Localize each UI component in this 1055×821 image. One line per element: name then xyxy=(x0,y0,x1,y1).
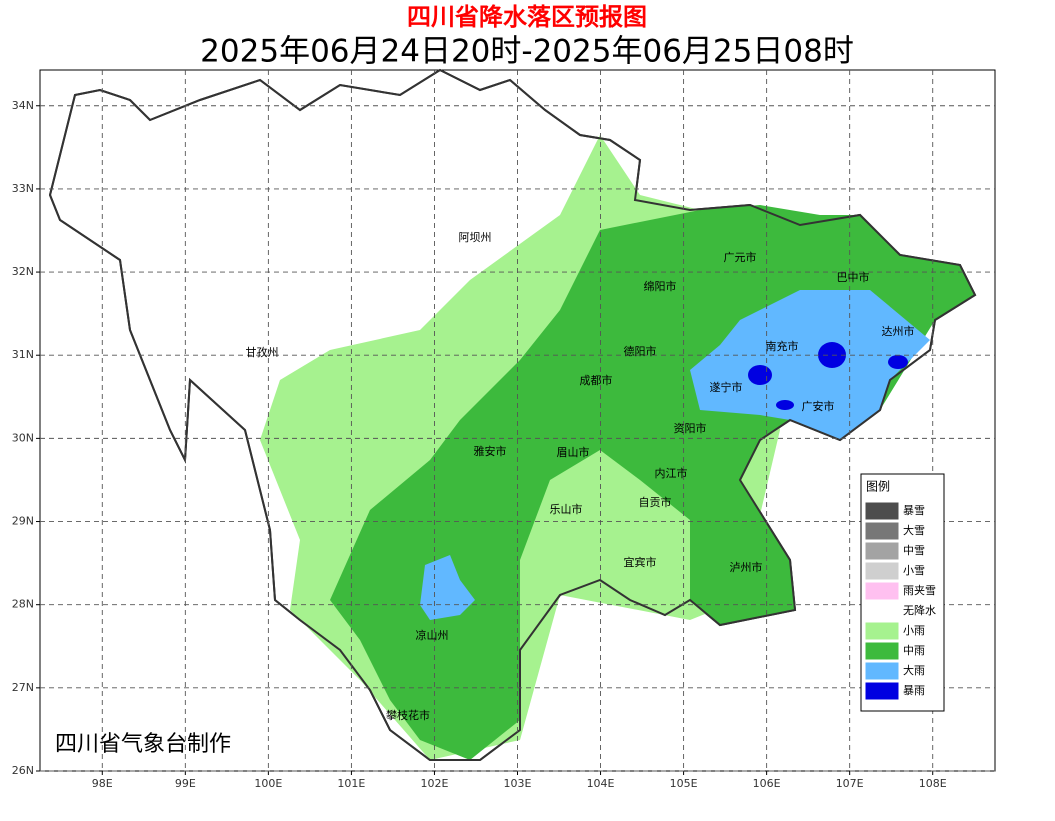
city-label: 南充市 xyxy=(766,339,799,353)
city-label: 泸州市 xyxy=(730,560,763,574)
legend-label: 小雪 xyxy=(903,564,925,577)
x-tick-label: 106E xyxy=(753,777,781,790)
x-tick-label: 98E xyxy=(92,777,113,790)
x-tick-label: 102E xyxy=(420,777,448,790)
city-label: 遂宁市 xyxy=(710,380,743,394)
legend-swatch xyxy=(865,542,899,560)
legend-label: 暴雪 xyxy=(903,504,925,517)
x-tick-label: 105E xyxy=(670,777,698,790)
legend-title: 图例 xyxy=(866,480,890,494)
grid: 98E 99E 100E 101E 102E 103E 104E 105E 106E 107E 10… xyxy=(12,70,995,790)
city-label: 资阳市 xyxy=(674,421,707,435)
heavy-rain-area xyxy=(690,290,930,440)
city-label: 甘孜州 xyxy=(246,345,279,359)
y-tick-label: 32N xyxy=(12,265,34,278)
legend-label: 无降水 xyxy=(903,603,936,617)
city-label: 内江市 xyxy=(655,466,688,480)
x-tick-label: 99E xyxy=(175,777,196,790)
x-tick-label: 104E xyxy=(587,777,615,790)
title: 四川省降水落区预报图 xyxy=(407,3,647,31)
city-label: 自贡市 xyxy=(639,495,672,509)
y-tick-label: 30N xyxy=(12,431,34,444)
legend-swatch xyxy=(865,622,899,640)
legend-label: 大雨 xyxy=(903,663,925,677)
x-tick-label: 100E xyxy=(254,777,282,790)
storm-area xyxy=(888,355,908,369)
city-label: 德阳市 xyxy=(624,344,657,358)
city-label: 乐山市 xyxy=(550,502,583,516)
y-tick-label: 28N xyxy=(12,598,34,611)
precip-areas xyxy=(48,68,977,761)
legend-swatch xyxy=(865,682,899,700)
legend-label: 雨夹雪 xyxy=(903,584,936,597)
y-tick-label: 27N xyxy=(12,681,34,694)
city-label: 雅安市 xyxy=(474,444,507,458)
legend-label: 中雪 xyxy=(903,544,925,557)
y-tick-label: 33N xyxy=(12,182,34,195)
legend-label: 暴雨 xyxy=(903,684,925,697)
city-label: 绵阳市 xyxy=(644,279,677,293)
x-tick-label: 103E xyxy=(504,777,532,790)
legend-swatch xyxy=(865,582,899,600)
y-tick-label: 34N xyxy=(12,99,34,112)
storm-area xyxy=(776,400,794,410)
province-border xyxy=(48,68,977,761)
city-label: 眉山市 xyxy=(557,445,590,459)
city-label: 凉山州 xyxy=(416,628,449,642)
legend-label: 中雨 xyxy=(903,644,925,657)
city-label: 达州市 xyxy=(882,324,915,338)
legend-swatch xyxy=(865,642,899,660)
heavy-rain-area xyxy=(420,555,475,620)
legend-swatch xyxy=(866,603,898,619)
legend-swatch xyxy=(865,562,899,580)
legend-swatch xyxy=(865,522,899,540)
legend-swatch xyxy=(865,502,899,520)
city-label: 广元市 xyxy=(724,250,757,264)
y-tick-label: 26N xyxy=(12,764,34,777)
subtitle: 2025年06月24日20时-2025年06月25日08时 xyxy=(200,34,854,70)
city-label: 广安市 xyxy=(802,399,835,413)
legend-label: 小雨 xyxy=(903,624,925,637)
city-label: 巴中市 xyxy=(837,270,870,284)
city-label: 成都市 xyxy=(580,373,613,387)
y-tick-label: 29N xyxy=(12,515,34,528)
legend-swatch xyxy=(865,662,899,680)
legend-label: 大雪 xyxy=(903,523,925,537)
city-label: 阿坝州 xyxy=(459,230,492,244)
city-label: 攀枝花市 xyxy=(386,708,430,722)
city-label: 宜宾市 xyxy=(624,555,657,569)
x-tick-label: 101E xyxy=(337,777,365,790)
credit: 四川省气象台制作 xyxy=(55,732,231,757)
y-tick-label: 31N xyxy=(12,348,34,361)
x-tick-label: 107E xyxy=(836,777,864,790)
x-tick-label: 108E xyxy=(919,777,947,790)
storm-area xyxy=(748,365,772,385)
